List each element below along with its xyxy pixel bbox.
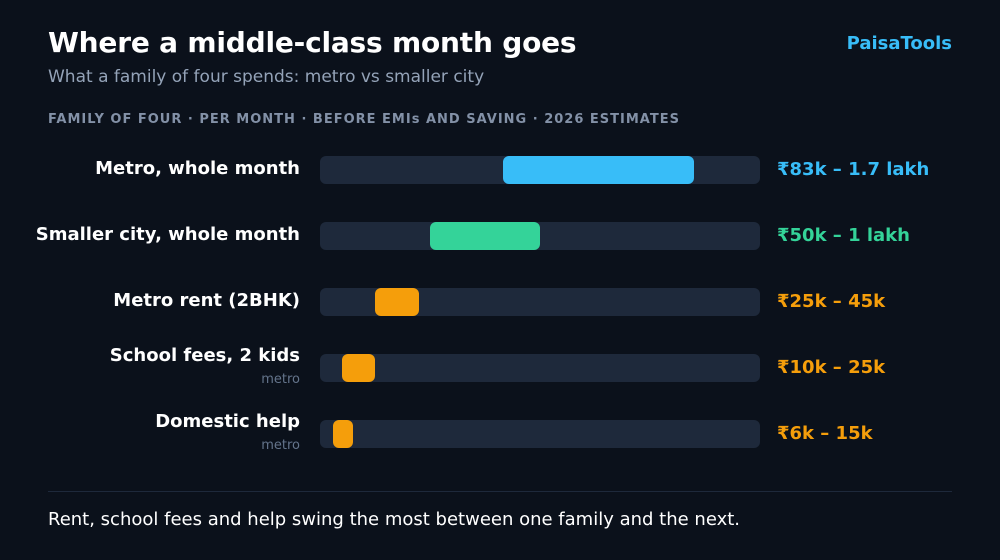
brand-logo: PaisaTools	[846, 33, 952, 54]
bar-sublabel: metro	[261, 438, 300, 453]
bar-range-fill	[333, 420, 354, 448]
bar-track	[320, 156, 760, 184]
bar-range-fill	[342, 354, 375, 382]
bar-track	[320, 420, 760, 448]
bar-value-label: ₹50k – 1 lakh	[777, 225, 910, 246]
bar-value-label: ₹10k – 25k	[777, 357, 886, 378]
bar-value-label: ₹25k – 45k	[777, 291, 886, 312]
bar-range-fill	[430, 222, 540, 250]
footnote: Rent, school fees and help swing the mos…	[48, 509, 741, 530]
bar-sublabel: metro	[261, 372, 300, 387]
bar-track	[320, 222, 760, 250]
footer-divider	[48, 491, 952, 492]
bar-track	[320, 354, 760, 382]
bar-label: Metro rent (2BHK)	[113, 290, 300, 311]
bar-range-fill	[502, 156, 694, 184]
chart-subtitle: What a family of four spends: metro vs s…	[48, 67, 485, 87]
bar-label: School fees, 2 kids	[109, 345, 300, 366]
bar-label: Metro, whole month	[95, 158, 300, 179]
bar-label: Smaller city, whole month	[35, 224, 300, 245]
bar-range-fill	[375, 288, 419, 316]
bar-value-label: ₹6k – 15k	[777, 423, 873, 444]
bar-value-label: ₹83k – 1.7 lakh	[777, 159, 930, 180]
chart-title: Where a middle-class month goes	[48, 26, 577, 59]
bar-label: Domestic help	[155, 411, 300, 432]
bar-track	[320, 288, 760, 316]
chart-kicker: FAMILY OF FOUR · PER MONTH · BEFORE EMIs…	[48, 112, 680, 127]
